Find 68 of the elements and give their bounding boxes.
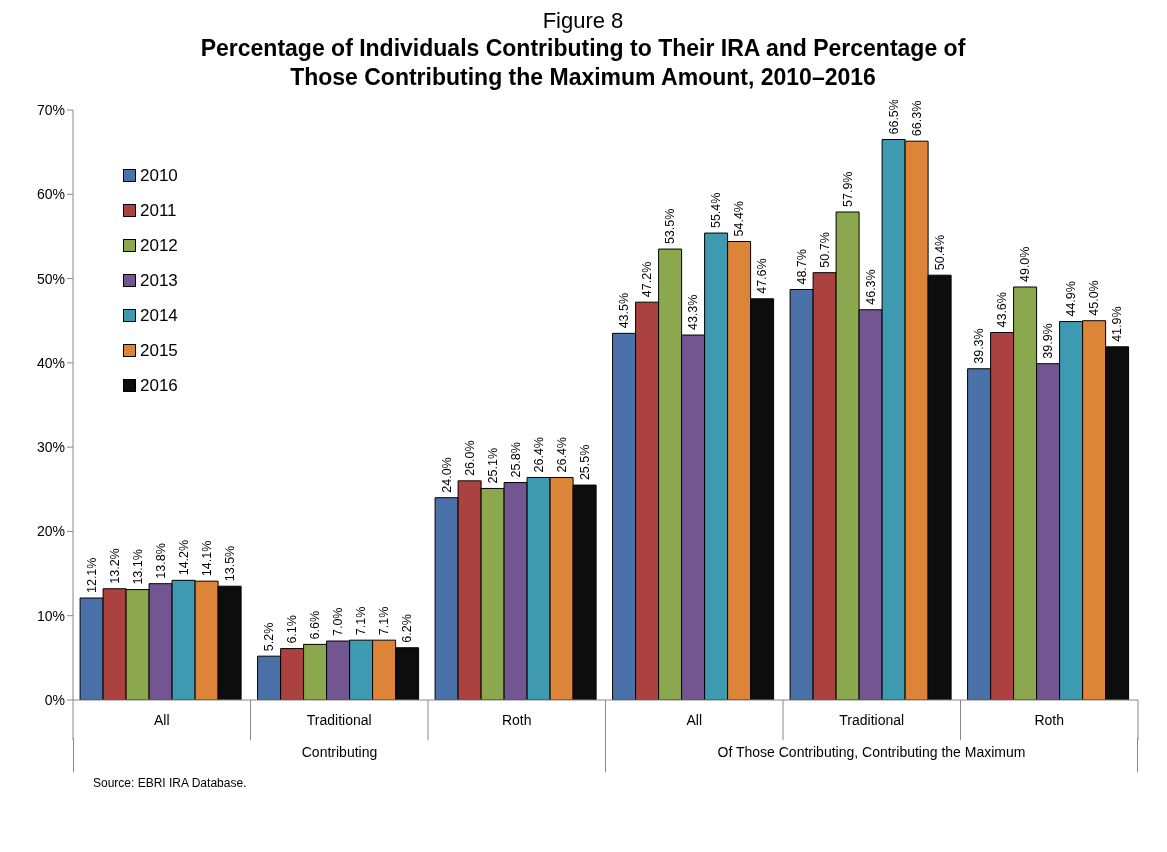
y-tick-label: 50% bbox=[36, 270, 65, 287]
data-label: 6.1% bbox=[285, 614, 300, 644]
data-label: 44.9% bbox=[1064, 280, 1079, 317]
data-label: 25.8% bbox=[508, 441, 523, 478]
text: Contributing bbox=[73, 737, 605, 772]
data-label: 50.7% bbox=[817, 231, 832, 268]
chart-title: Figure 8 bbox=[541, 8, 625, 34]
source-note: Source: EBRI IRA Database. bbox=[93, 775, 248, 790]
legend-label: 2013 bbox=[140, 270, 178, 292]
data-label: 13.8% bbox=[153, 542, 168, 579]
x-tick-label: Roth bbox=[501, 711, 532, 728]
data-label: 7.1% bbox=[354, 606, 369, 635]
data-label: 53.5% bbox=[663, 208, 678, 244]
data-label: 41.9% bbox=[1110, 305, 1125, 342]
text: Of Those Contributing, Contributing the Maximum bbox=[605, 737, 1138, 772]
y-tick-label: 20% bbox=[36, 522, 65, 539]
legend-label: 2014 bbox=[140, 305, 178, 327]
y-tick-label: 70% bbox=[36, 101, 65, 118]
data-label: 57.9% bbox=[840, 171, 855, 207]
x-tick-label: Roth bbox=[1034, 711, 1065, 728]
data-label: 39.9% bbox=[1041, 322, 1056, 359]
data-label: 25.1% bbox=[485, 447, 500, 483]
data-label: 43.5% bbox=[617, 292, 632, 328]
legend-label: 2011 bbox=[140, 200, 177, 222]
data-label: 48.7% bbox=[794, 248, 809, 285]
data-label: 46.3% bbox=[863, 268, 878, 305]
data-label: 26.4% bbox=[531, 436, 546, 472]
data-label: 7.0% bbox=[331, 607, 346, 636]
y-tick-label: 30% bbox=[36, 438, 65, 455]
data-label: 26.0% bbox=[462, 439, 477, 476]
y-tick-label: 40% bbox=[36, 354, 65, 371]
chart-subtitle: Percentage of Individuals Contributing to Their IRA and Percentage of Those Contributing the Maximum Amount, 2010–2016 bbox=[199, 34, 967, 92]
legend-label: 2016 bbox=[140, 375, 178, 397]
legend-label: 2012 bbox=[140, 235, 178, 257]
data-label: 50.4% bbox=[932, 234, 947, 270]
data-label: 6.6% bbox=[308, 610, 323, 639]
data-label: 13.1% bbox=[130, 548, 145, 585]
data-label: 66.5% bbox=[886, 98, 901, 134]
data-label: 47.2% bbox=[640, 261, 655, 297]
data-label: 5.2% bbox=[262, 622, 277, 651]
data-label: 47.6% bbox=[755, 257, 770, 294]
data-label: 49.0% bbox=[1018, 246, 1033, 282]
x-tick-label: Traditional bbox=[306, 711, 372, 728]
data-label: 7.1% bbox=[377, 606, 392, 635]
data-label: 12.1% bbox=[84, 557, 99, 593]
data-label: 45.0% bbox=[1087, 279, 1102, 316]
data-label: 39.3% bbox=[972, 327, 987, 364]
data-label: 25.5% bbox=[577, 444, 592, 480]
x-tick-label: All bbox=[153, 711, 170, 728]
legend-label: 2010 bbox=[140, 165, 178, 187]
data-label: 26.4% bbox=[554, 436, 569, 472]
data-label: 13.5% bbox=[222, 545, 237, 581]
data-label: 6.2% bbox=[400, 613, 415, 643]
data-label: 14.2% bbox=[176, 539, 191, 575]
data-label: 43.6% bbox=[995, 291, 1010, 328]
legend-label: 2015 bbox=[140, 340, 178, 362]
x-tick-label: Traditional bbox=[839, 711, 905, 728]
x-tick-label: All bbox=[686, 711, 703, 728]
data-label: 66.3% bbox=[909, 100, 924, 136]
data-label: 24.0% bbox=[439, 456, 454, 493]
data-label: 43.3% bbox=[686, 294, 701, 330]
data-label: 55.4% bbox=[709, 192, 724, 228]
data-label: 14.1% bbox=[199, 540, 214, 576]
y-tick-label: 0% bbox=[44, 691, 65, 708]
y-tick-label: 10% bbox=[36, 607, 65, 624]
data-label: 13.2% bbox=[107, 547, 122, 584]
y-tick-label: 60% bbox=[36, 185, 65, 202]
data-label: 54.4% bbox=[732, 200, 747, 236]
